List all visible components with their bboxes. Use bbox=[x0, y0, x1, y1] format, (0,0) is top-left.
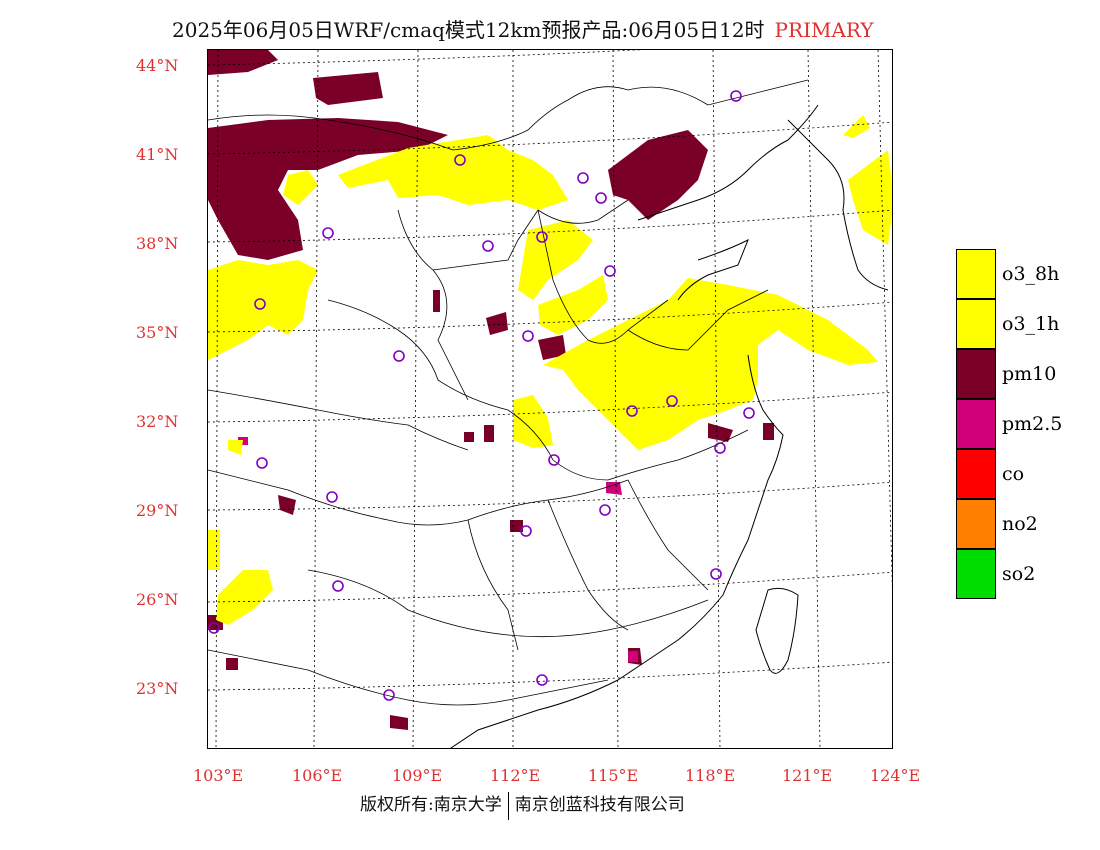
lon-label-115: 115°E bbox=[588, 766, 639, 785]
lat-label-29: 29°N bbox=[136, 501, 179, 520]
legend-swatch-o3-8h bbox=[956, 249, 996, 299]
lat-label-44: 44°N bbox=[136, 56, 179, 75]
copyright-footer: 版权所有:南京大学 南京创蓝科技有限公司 bbox=[360, 790, 685, 820]
title-tag: PRIMARY bbox=[774, 18, 874, 42]
legend-swatch-so2 bbox=[956, 549, 996, 599]
legend-label-pm25: pm2.5 bbox=[1002, 413, 1063, 435]
pm10-region bbox=[208, 50, 774, 730]
legend-label-no2: no2 bbox=[1002, 513, 1038, 535]
legend-label-co: co bbox=[1002, 463, 1025, 485]
legend-label-o3-1h: o3_1h bbox=[1002, 313, 1060, 335]
legend-swatch-pm25 bbox=[956, 399, 996, 449]
legend-swatch-pm10 bbox=[956, 349, 996, 399]
map-canvas bbox=[208, 50, 892, 748]
lat-label-32: 32°N bbox=[136, 412, 179, 431]
legend-label-so2: so2 bbox=[1002, 563, 1036, 585]
legend-label-o3-8h: o3_8h bbox=[1002, 263, 1060, 285]
footer-divider bbox=[507, 791, 509, 820]
legend-label-pm10: pm10 bbox=[1002, 363, 1057, 385]
lon-label-118: 118°E bbox=[685, 766, 736, 785]
lon-label-106: 106°E bbox=[292, 766, 343, 785]
station-markers bbox=[208, 90, 755, 701]
legend-swatch-no2 bbox=[956, 499, 996, 549]
lat-label-41: 41°N bbox=[136, 145, 179, 164]
footer-right: 南京创蓝科技有限公司 bbox=[514, 795, 685, 815]
legend-swatch-o3-1h bbox=[956, 299, 996, 349]
lon-label-124: 124°E bbox=[870, 766, 921, 785]
map-title: 2025年06月05日WRF/cmaq模式12km预报产品:06月05日12时 P… bbox=[172, 14, 874, 43]
lon-label-112: 112°E bbox=[490, 766, 541, 785]
lat-label-35: 35°N bbox=[136, 323, 179, 342]
graticule bbox=[208, 50, 892, 748]
lat-label-23: 23°N bbox=[136, 679, 179, 698]
footer-left: 版权所有:南京大学 bbox=[360, 795, 502, 815]
lon-label-121: 121°E bbox=[782, 766, 833, 785]
province-boundaries bbox=[208, 79, 809, 706]
lon-label-109: 109°E bbox=[392, 766, 443, 785]
forecast-map bbox=[207, 49, 893, 749]
lat-label-26: 26°N bbox=[136, 590, 179, 609]
o3-region bbox=[208, 115, 892, 625]
title-text: 2025年06月05日WRF/cmaq模式12km预报产品:06月05日12时 bbox=[172, 18, 765, 42]
lat-label-38: 38°N bbox=[136, 234, 179, 253]
lon-label-103: 103°E bbox=[193, 766, 244, 785]
legend-swatch-co bbox=[956, 449, 996, 499]
